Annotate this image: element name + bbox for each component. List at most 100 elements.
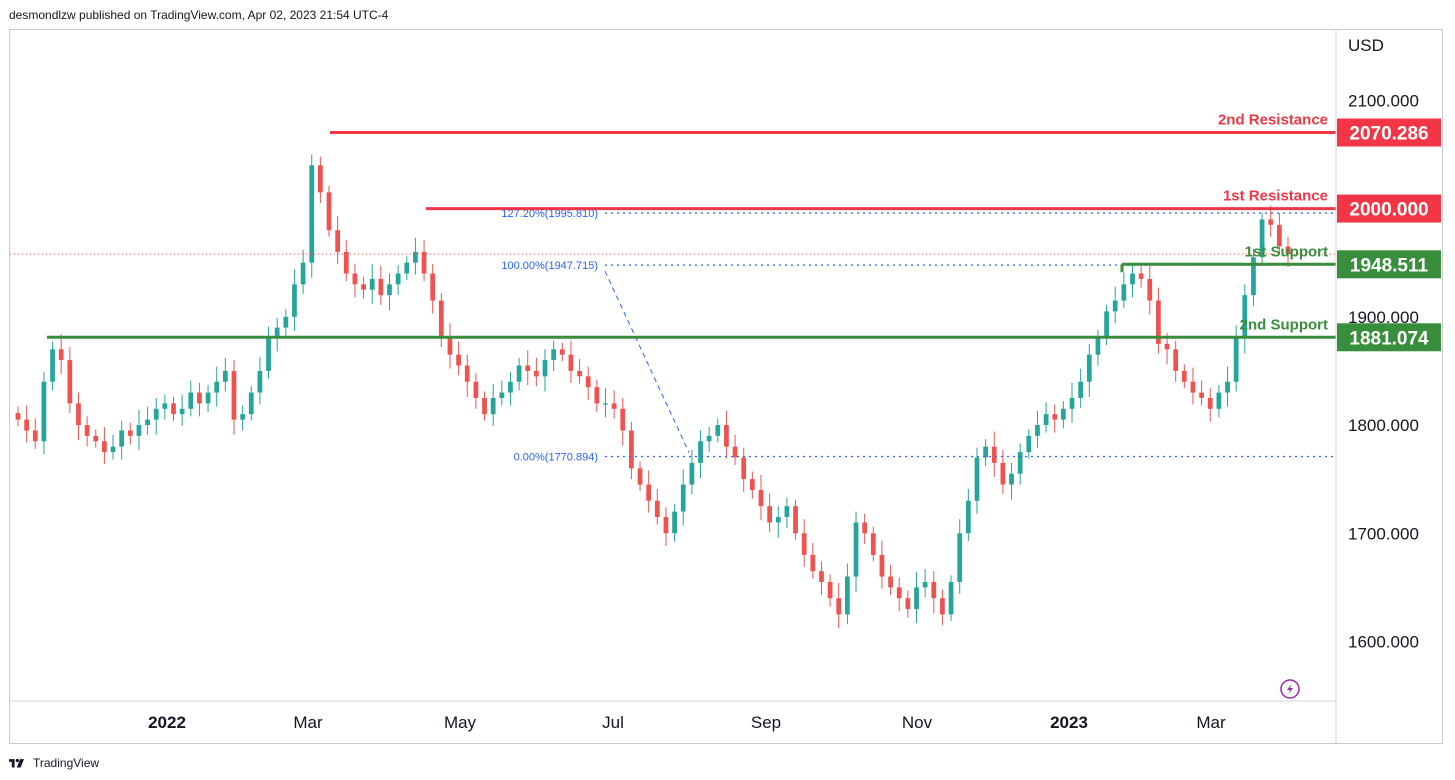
candle-body [404, 262, 410, 274]
candle-body [318, 165, 323, 193]
candle-body [464, 365, 470, 382]
candle-body [508, 381, 513, 393]
level-label: 1st Resistance [1223, 188, 1328, 205]
candle-body [1147, 278, 1153, 301]
candle-body [283, 316, 289, 328]
candle-body [698, 441, 703, 463]
candle-body [706, 435, 712, 442]
level-price-badge [1337, 118, 1441, 147]
candle-body [888, 576, 893, 588]
candle-body [84, 425, 90, 436]
candle-body [620, 408, 626, 431]
candle-body [853, 522, 859, 577]
candle-body [957, 533, 963, 582]
candle-body [741, 457, 747, 480]
candle-body [1233, 338, 1239, 382]
candle-body [974, 457, 980, 501]
candle-body [819, 571, 824, 582]
candle-body [343, 251, 349, 274]
price-chart[interactable]: 127.20%(1995.810) 100.00%(1947.715) 0.00%(… [10, 30, 1442, 743]
candle-body [369, 278, 375, 290]
candle-body [905, 598, 911, 610]
currency-label: USD [1348, 36, 1384, 55]
candle-body [361, 284, 366, 290]
price-axis-labels: 2100.000 1900.000 1800.000 1700.000 1600.000 [1348, 91, 1419, 651]
candle-body [145, 419, 150, 426]
candle-body [1035, 425, 1040, 436]
candle-body [758, 489, 764, 507]
level-price-badge [1337, 250, 1441, 279]
candle-body [58, 349, 64, 361]
candle-body [896, 587, 902, 599]
level-price-badge [1337, 323, 1441, 352]
candle-body [24, 419, 30, 431]
time-tick-label: Sep [751, 713, 781, 732]
time-tick-label: Jul [602, 713, 624, 732]
candle-body [395, 273, 401, 285]
candle-body [1181, 370, 1187, 382]
candle-body [603, 403, 608, 405]
candle-body [102, 441, 107, 453]
candle-body [76, 403, 81, 426]
candle-body [456, 354, 461, 366]
candle-body [1173, 349, 1179, 371]
candle-body [300, 262, 306, 285]
candle-body [568, 354, 574, 371]
candle-body [222, 370, 228, 382]
candles [10, 154, 1336, 629]
candle-body [335, 230, 341, 252]
candle-body [214, 381, 220, 393]
candle-body [110, 446, 116, 453]
candle-body [1199, 392, 1204, 398]
candle-body [983, 446, 988, 458]
candle-body [672, 511, 677, 534]
level-price-badge [1337, 194, 1441, 223]
candle-body [724, 425, 729, 447]
support-resistance-levels[interactable]: 2nd Resistance 1st Resistance 1st Support 2… [47, 112, 1336, 339]
candle-body [67, 360, 73, 404]
candle-body [136, 425, 142, 436]
candle-body [594, 387, 600, 404]
candle-body [93, 435, 99, 442]
tradingview-footer[interactable]: TradingView [9, 754, 99, 772]
candle-body [862, 522, 868, 534]
time-tick-label: Mar [293, 713, 323, 732]
candle-body [1225, 381, 1230, 393]
candle-body [1276, 224, 1282, 247]
lightning-icon[interactable] [1280, 679, 1300, 699]
time-tick-label: Mar [1196, 713, 1226, 732]
candle-body [525, 365, 531, 371]
candle-body [931, 581, 937, 599]
candle-body [179, 408, 185, 415]
chart-pane[interactable]: 127.20%(1995.810) 100.00%(1947.715) 0.00%(… [9, 29, 1443, 744]
candle-body [559, 349, 565, 355]
candle-body [1216, 392, 1222, 409]
axes: USD [10, 30, 1384, 743]
level-label: 2nd Support [1240, 316, 1328, 333]
price-tick-label: 1600.000 [1348, 632, 1419, 651]
candle-body [1086, 354, 1092, 382]
candle-body [188, 392, 194, 409]
candle-body [274, 327, 280, 339]
candle-body [654, 500, 660, 518]
candle-body [879, 554, 885, 577]
candle-body [810, 554, 816, 572]
level-price-badge-text: 2070.286 [1349, 124, 1428, 145]
candle-body [127, 430, 133, 436]
level-label: 2nd Resistance [1218, 112, 1328, 129]
candle-body [32, 430, 38, 442]
candle-body [1078, 381, 1084, 398]
candle-body [516, 365, 522, 382]
candle-body [266, 338, 271, 371]
price-axis-badges: 2070.286 2000.000 1948.511 1881.074 [1337, 118, 1441, 352]
candle-body [1259, 219, 1265, 258]
candle-body [715, 425, 721, 436]
candle-body [870, 533, 876, 555]
candle-body [1069, 397, 1075, 409]
candle-body [1026, 435, 1032, 453]
candle-body [171, 403, 176, 415]
candle-body [15, 413, 21, 420]
price-tick-label: 1800.000 [1348, 416, 1419, 435]
candle-body [1017, 452, 1023, 474]
candle-body [1268, 219, 1274, 225]
